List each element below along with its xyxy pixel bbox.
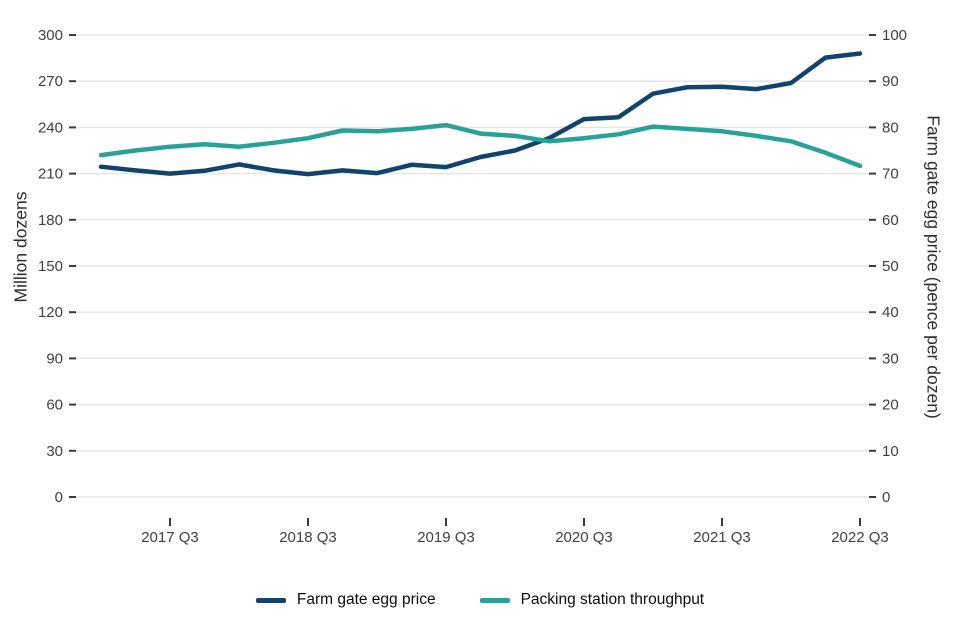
x-tick-label: 2021 Q3 (693, 529, 751, 546)
left-y-tick-label: 180 (38, 212, 63, 229)
legend-label-farm-gate-egg-price: Farm gate egg price (296, 591, 436, 608)
left-y-tick-label: 150 (38, 258, 63, 275)
x-tick-label: 2022 Q3 (831, 529, 889, 546)
left-y-tick-label: 0 (55, 489, 63, 506)
series-line-0 (98, 51, 863, 177)
right-y-tick-label: 10 (882, 443, 899, 460)
right-y-tick-label: 100 (882, 27, 907, 44)
right-y-tick-label: 0 (882, 489, 890, 506)
right-y-tick-label: 40 (882, 304, 899, 321)
series-line-1 (98, 122, 863, 169)
right-y-tick-label: 30 (882, 350, 899, 367)
x-tick-label: 2017 Q3 (141, 529, 199, 546)
right-y-tick-label: 90 (882, 73, 899, 90)
left-y-tick-label: 120 (38, 304, 63, 321)
left-y-tick-label: 210 (38, 166, 63, 183)
right-axis-title: Farm gate egg price (pence per dozen) (923, 115, 944, 419)
x-tick-label: 2018 Q3 (279, 529, 337, 546)
right-y-tick-label: 20 (882, 397, 899, 414)
legend-item-farm-gate-egg-price: Farm gate egg price (255, 591, 436, 609)
x-tick-label: 2019 Q3 (417, 529, 475, 546)
x-tick-label: 2020 Q3 (555, 529, 613, 546)
gridlines (75, 34, 870, 498)
left-y-tick-label: 300 (38, 27, 63, 44)
axis-tick-marks (69, 34, 876, 526)
right-y-tick-label: 50 (882, 258, 899, 275)
plot-area: 0 0 30 10 60 20 90 30 120 40 150 50 180 60 210 70 240 80 2… (38, 27, 907, 546)
left-y-tick-label: 270 (38, 73, 63, 90)
left-y-tick-label: 90 (46, 350, 63, 367)
left-y-tick-label: 30 (46, 443, 63, 460)
axis-tick-labels: 0 0 30 10 60 20 90 30 120 40 150 50 180 60 210 70 240 80 2… (38, 27, 907, 546)
left-axis-title: Million dozens (10, 191, 31, 303)
right-y-tick-label: 80 (882, 119, 899, 136)
legend-label-packing-station-throughput: Packing station throughput (520, 591, 705, 608)
left-y-tick-label: 240 (38, 119, 63, 136)
legend-swatch-navy-icon (255, 597, 286, 603)
legend: Farm gate egg price Packing station thro… (0, 591, 960, 609)
right-y-tick-label: 60 (882, 212, 899, 229)
right-y-tick-label: 70 (882, 166, 899, 183)
legend-item-packing-station-throughput: Packing station throughput (479, 591, 705, 609)
legend-swatch-teal-icon (479, 597, 510, 603)
left-y-tick-label: 60 (46, 397, 63, 414)
